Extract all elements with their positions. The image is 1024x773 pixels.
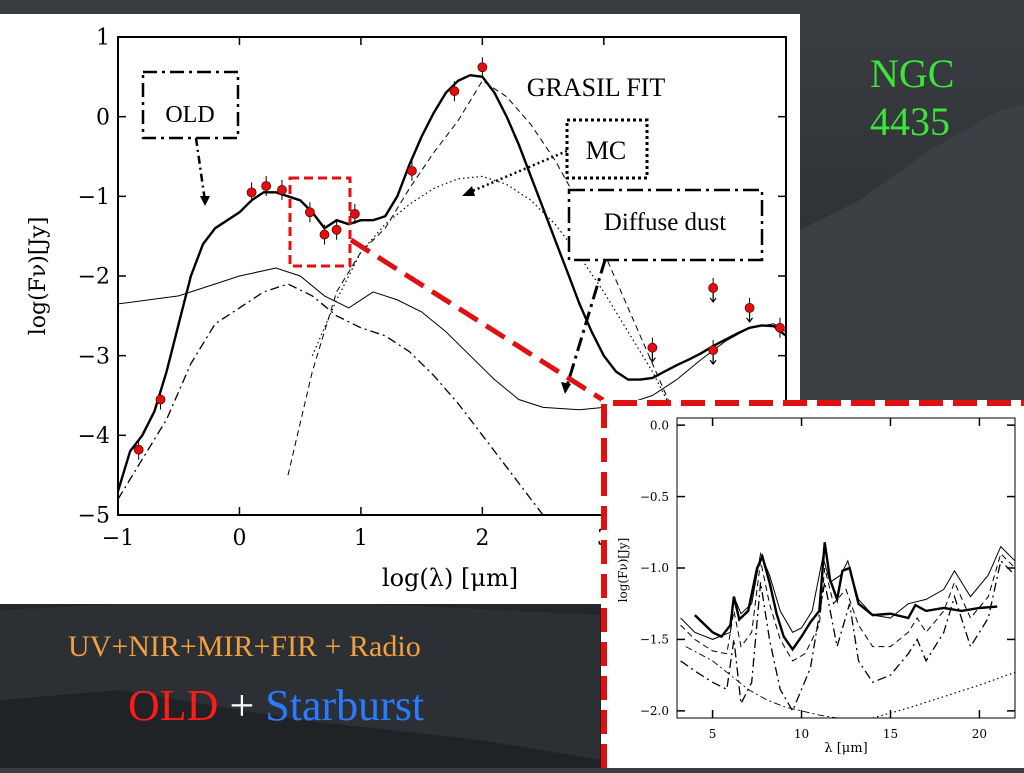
wavelength-bands-caption: UV+NIR+MIR+FIR + Radio xyxy=(68,630,421,663)
obs-data-point xyxy=(407,165,417,176)
main-series-thick-solid xyxy=(118,73,786,492)
main-y-tick-label: 1 xyxy=(96,26,110,51)
obs-data-point xyxy=(744,302,755,313)
annotation-old-label: OLD xyxy=(165,102,214,128)
inset-y-tick-label: 0.0 xyxy=(650,418,669,432)
inset-x-tick-label: 5 xyxy=(709,727,717,741)
main-y-tick-label: −1 xyxy=(78,185,110,210)
galaxy-name-line1: NGC xyxy=(870,51,955,96)
obs-data-point xyxy=(133,444,144,455)
inset-mir-chart: 5 10 15 20 0.0 −0.5 −1.0 −1.5 −2.0 λ [μm] log(F… xyxy=(616,417,1016,756)
obs-data-point xyxy=(246,187,257,198)
obs-data-point xyxy=(319,229,330,240)
obs-data-point xyxy=(775,322,785,333)
obs-data-point xyxy=(708,345,719,355)
inset-series-dotted xyxy=(872,671,1015,718)
main-y-axis-label: log(Fν)[Jy] xyxy=(26,217,51,336)
inset-y-tick-label: −0.5 xyxy=(640,490,669,504)
annotation-diffuse-dust: Diffuse dust xyxy=(561,188,764,394)
main-x-tick-label: 2 xyxy=(475,526,489,551)
main-x-axis-label: log(λ) [μm] xyxy=(382,564,518,592)
inset-y-tick-label: −2.0 xyxy=(640,704,669,718)
main-x-tick-label: 0 xyxy=(232,526,246,551)
inset-x-tick-label: 20 xyxy=(972,727,987,741)
annotation-mc: MC xyxy=(462,118,649,196)
obs-data-point xyxy=(277,185,287,195)
obs-data-point xyxy=(155,394,166,405)
inset-series-thick-solid xyxy=(693,542,998,652)
inset-y-axis-label: log(Fν)[Jy] xyxy=(616,538,630,603)
main-series-dash-dot xyxy=(118,283,544,515)
main-y-tick-label: −3 xyxy=(78,344,110,369)
obs-data-point xyxy=(261,181,272,191)
inset-x-tick-label: 15 xyxy=(883,727,898,741)
inset-x-tick-label: 10 xyxy=(794,727,809,741)
caption-starburst: Starburst xyxy=(265,681,425,730)
annotation-diffuse-dust-label: Diffuse dust xyxy=(604,209,727,236)
main-x-tick-label: −1 xyxy=(102,526,134,551)
inset-chart-panel: 5 10 15 20 0.0 −0.5 −1.0 −1.5 −2.0 λ [μm] log(F… xyxy=(601,400,1024,768)
galaxy-name: NGC 4435 xyxy=(870,50,954,146)
caption-plus: + xyxy=(229,681,255,730)
obs-data-point xyxy=(477,62,488,73)
annotation-mc-label: MC xyxy=(586,136,626,165)
obs-data-point xyxy=(708,283,719,293)
inset-series-dash-dot-thin xyxy=(685,646,838,718)
main-x-tick-label: 1 xyxy=(354,526,368,551)
galaxy-name-line2: 4435 xyxy=(870,99,950,144)
inset-y-tick-label: −1.5 xyxy=(640,633,669,647)
chart-title-grasil-fit: GRASIL FIT xyxy=(527,73,666,102)
inset-series-thin-solid xyxy=(680,545,1015,640)
zoom-region-box xyxy=(288,176,352,268)
main-y-tick-label: −4 xyxy=(78,424,110,449)
caption-old: OLD xyxy=(128,681,219,730)
obs-data-point xyxy=(647,342,658,353)
main-y-tick-label: −5 xyxy=(78,504,110,529)
obs-data-point xyxy=(304,207,315,218)
obs-data-point xyxy=(449,86,460,97)
main-y-tick-label: 0 xyxy=(96,105,110,130)
main-series-thin-solid xyxy=(118,267,786,411)
sed-chart: −10123 10−1−2−3−4−5 log(λ) [μm] log(Fν)[… xyxy=(26,26,787,592)
obs-data-point xyxy=(331,224,342,235)
main-series-dotted xyxy=(311,175,702,476)
inset-y-tick-label: −1.0 xyxy=(640,561,669,575)
obs-data-point xyxy=(349,208,360,219)
main-y-tick-label: −2 xyxy=(78,265,110,290)
components-caption: OLD + Starburst xyxy=(128,680,424,731)
annotation-old: OLD xyxy=(141,70,240,206)
inset-series-dash-dot xyxy=(680,559,1015,713)
inset-x-axis-label: λ [μm] xyxy=(824,741,867,756)
